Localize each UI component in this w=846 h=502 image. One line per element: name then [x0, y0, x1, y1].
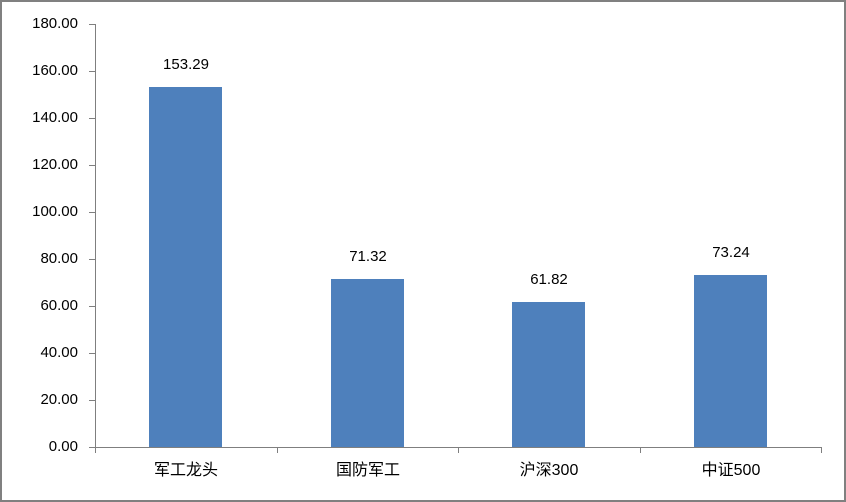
y-axis-tick: [89, 24, 95, 25]
x-axis-tick: [277, 447, 278, 453]
x-axis-category-label: 中证500: [701, 462, 761, 479]
x-axis-tick: [821, 447, 822, 453]
x-axis-category-label: 沪深300: [519, 462, 579, 479]
y-axis-tick-label: 180.00: [32, 15, 78, 32]
y-axis-tick-label: 80.00: [40, 250, 78, 267]
x-axis-category-label: 军工龙头: [153, 462, 218, 479]
x-axis-category-label: 国防军工: [335, 462, 400, 479]
y-axis-tick-label: 0.00: [48, 438, 78, 455]
y-axis-tick: [89, 212, 95, 213]
y-axis-tick: [89, 118, 95, 119]
y-axis-tick-label: 100.00: [32, 203, 78, 220]
y-axis-tick: [89, 353, 95, 354]
y-axis-line: [95, 24, 96, 448]
y-axis-tick-label: 160.00: [32, 62, 78, 79]
bar-value-label: 61.82: [530, 271, 568, 288]
y-axis-tick: [89, 400, 95, 401]
y-axis-tick: [89, 447, 95, 448]
y-axis-tick-label: 40.00: [40, 344, 78, 361]
y-axis-tick-label: 140.00: [32, 109, 78, 126]
y-axis-tick: [89, 259, 95, 260]
bar-中证500: [694, 275, 767, 447]
bar-国防军工: [331, 279, 404, 447]
bar-军工龙头: [149, 87, 222, 447]
y-axis-tick-label: 20.00: [40, 391, 78, 408]
bar-沪深300: [512, 302, 585, 447]
x-axis-tick: [95, 447, 96, 453]
y-axis-tick-label: 120.00: [32, 156, 78, 173]
y-axis-tick: [89, 165, 95, 166]
bar-value-label: 71.32: [349, 248, 387, 265]
bar-value-label: 73.24: [712, 244, 750, 261]
y-axis-tick-label: 60.00: [40, 297, 78, 314]
bar-value-label: 153.29: [163, 56, 209, 73]
y-axis-tick: [89, 306, 95, 307]
x-axis-tick: [640, 447, 641, 453]
x-axis-tick: [458, 447, 459, 453]
y-axis-tick: [89, 71, 95, 72]
